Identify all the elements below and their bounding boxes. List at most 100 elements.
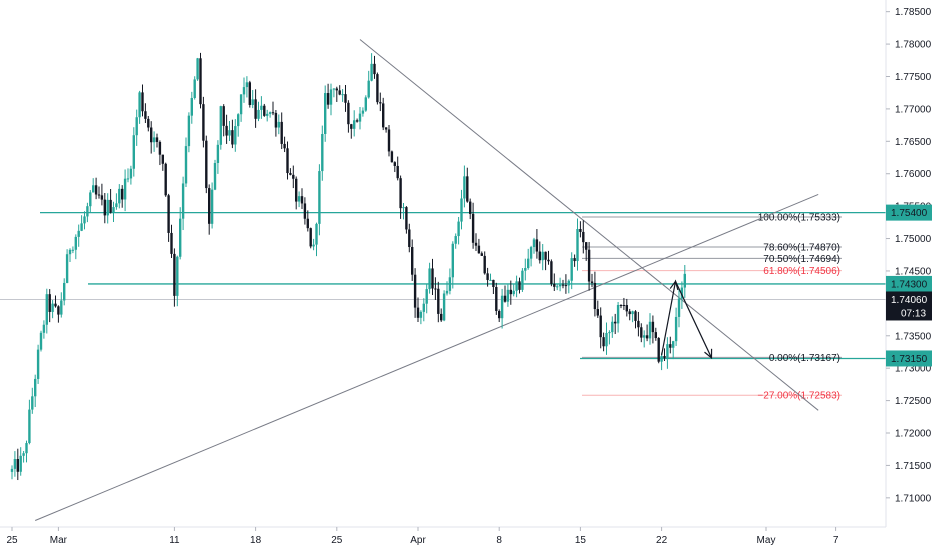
candle-body [141,92,144,112]
candle-body [515,281,518,291]
candle-body [297,196,301,202]
candle-body [379,102,382,104]
candle-body [283,143,286,149]
trendline-ascending [35,194,819,521]
candle-body [216,144,220,163]
level-price-tag-label: 1.73150 [891,354,928,365]
candle-body [68,249,72,255]
candle-body [121,188,124,200]
trendlines [35,39,819,521]
candle-body [326,93,330,105]
candle-body [254,99,257,119]
candle-body [558,284,562,287]
candle-body [286,148,289,174]
price-tick-label: 1.73000 [895,364,932,375]
candle-body [36,349,40,379]
candle-body [358,113,362,122]
fib-label: 100.00%(1.75333) [758,212,840,223]
candle-body [45,294,48,325]
candle-body [202,104,205,141]
candle-body [300,196,304,204]
candle-body [677,298,681,317]
candle-body [16,459,19,472]
candle-body [219,106,222,145]
candle-body [22,453,25,456]
time-axis[interactable]: 25 Mar 11 18 25 Apr 8 15 22 May 7 [6,527,839,546]
candle-body [489,279,492,281]
candles [10,52,686,481]
current-price-tag [886,291,932,321]
candle-body [387,129,391,152]
candle-body [193,79,196,98]
candle-body [471,213,475,243]
candle-body [556,286,559,288]
candle-body [474,242,478,246]
candle-body [509,289,512,295]
candle-body [338,90,341,95]
candle-body [65,254,69,283]
candle-body [144,111,147,119]
price-tick-label: 1.78000 [895,40,932,51]
candle-body [260,105,263,110]
candle-body [126,178,130,180]
candle-body [364,97,367,111]
time-tick-label: Apr [410,535,426,546]
candle-body [535,239,539,252]
candle-body [100,195,104,200]
candle-body [196,58,199,80]
price-tick-label: 1.72000 [895,429,932,440]
candle-body [579,229,582,232]
price-tick-label: 1.77500 [895,72,932,83]
price-tick-label: 1.75000 [895,234,932,245]
candle-body [353,120,356,129]
candle-body [205,140,208,189]
level-price-tag-label: 1.75400 [891,208,928,219]
candle-body [541,251,544,261]
candle-body [274,112,278,128]
candle-body [599,315,602,338]
candle-body [106,199,109,216]
candle-body [457,221,460,237]
candle-body [498,310,501,319]
candle-body [213,162,217,190]
candle-body [155,137,159,142]
candle-body [324,93,327,134]
candle-body [112,207,115,213]
candle-body [176,256,179,296]
candle-body [454,236,457,244]
candle-body [648,321,652,339]
candle-body [486,273,489,280]
candle-body [425,289,428,304]
candle-body [123,178,127,200]
candle-body [428,268,431,290]
candle-body [109,199,112,213]
level-price-tag [886,350,932,367]
candle-body [361,110,365,114]
candle-body [573,258,576,262]
candle-body [518,281,521,290]
time-tick-label: 8 [496,535,502,546]
candle-body [529,247,533,259]
candle-body [39,332,43,350]
candle-body [373,63,376,75]
candle-body [500,295,504,319]
candle-body [306,218,309,229]
candle-body [654,332,657,339]
candle-body [167,195,170,233]
candle-body [605,332,608,347]
time-tick-label: May [757,535,776,546]
candle-body [660,356,663,362]
time-tick-label: 18 [250,535,262,546]
candle-body [370,63,373,81]
candle-body [51,303,54,312]
candle-body [350,124,353,129]
candle-body [234,126,237,145]
candle-body [315,223,318,245]
candle-body [544,251,547,260]
candle-body [321,133,324,172]
candle-body [547,259,550,262]
candle-body [625,305,628,312]
candle-body [63,282,66,301]
candle-body [208,188,211,224]
